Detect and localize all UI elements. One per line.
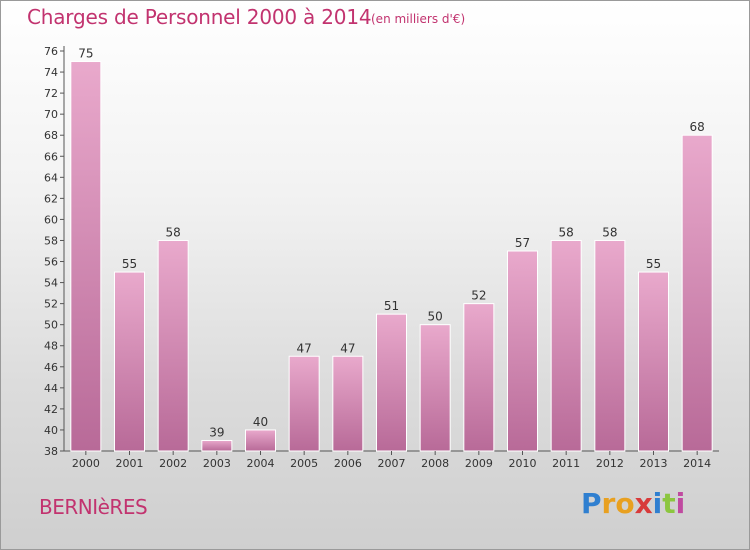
value-label: 57	[515, 236, 530, 250]
x-tick-label: 2005	[290, 457, 318, 470]
y-axis: 38 40 42 44 46 48 50 52 54 56 58 60 62 64 66 68 70 72 74 76	[44, 45, 719, 458]
bar	[157, 239, 189, 452]
x-tick-label: 2000	[72, 457, 100, 470]
y-tick-label: 76	[44, 45, 58, 58]
y-tick-label: 64	[44, 171, 58, 184]
bar	[681, 134, 713, 452]
value-label: 68	[690, 120, 705, 134]
y-tick-label: 38	[44, 445, 58, 458]
bar	[594, 239, 626, 452]
value-label: 55	[122, 257, 137, 271]
value-label: 52	[471, 289, 486, 303]
y-tick-label: 46	[44, 361, 58, 374]
y-tick-label: 60	[44, 213, 58, 226]
y-tick-label: 48	[44, 340, 58, 353]
x-tick-label: 2007	[378, 457, 406, 470]
x-tick-label: 2002	[159, 457, 187, 470]
x-axis: 2000 2001 2002 2003 2004 2005 2006 2007 2008 2009…	[72, 451, 711, 470]
bar	[288, 355, 320, 452]
value-labels: 75 55 58 39 40 47 47 51 50 52 57 58 58 55 68	[78, 47, 705, 440]
bar	[550, 239, 582, 452]
y-tick-label: 56	[44, 256, 58, 269]
commune-name: BERNIèRES	[39, 495, 148, 519]
logo-letter: t	[662, 487, 676, 520]
y-tick-label: 40	[44, 424, 58, 437]
bar	[245, 429, 276, 452]
logo-letter: r	[601, 487, 616, 520]
y-tick-label: 70	[44, 108, 58, 121]
y-tick-label: 44	[44, 382, 58, 395]
x-tick-label: 2008	[421, 457, 449, 470]
value-label: 75	[78, 47, 93, 61]
y-tick-label: 42	[44, 403, 58, 416]
value-label: 58	[559, 225, 574, 239]
x-tick-label: 2001	[116, 457, 144, 470]
logo-letter: i	[675, 487, 686, 520]
bar	[419, 324, 451, 452]
value-label: 40	[253, 415, 268, 429]
proxiti-logo: Proxiti	[581, 487, 685, 520]
y-tick-label: 68	[44, 129, 58, 142]
bar	[507, 250, 538, 452]
bar-chart: 38 40 42 44 46 48 50 52 54 56 58 60 62 64 66 68 70 72 74 76…	[44, 45, 719, 470]
bar	[201, 439, 233, 452]
y-tick-label: 50	[44, 319, 58, 332]
bar	[376, 313, 407, 452]
x-tick-label: 2014	[683, 457, 711, 470]
x-tick-label: 2012	[596, 457, 624, 470]
bars	[70, 61, 713, 452]
x-tick-label: 2006	[334, 457, 362, 470]
value-label: 58	[602, 225, 617, 239]
bar	[463, 303, 495, 452]
y-tick-label: 58	[44, 234, 58, 247]
y-tick-label: 74	[44, 66, 58, 79]
value-label: 47	[297, 341, 312, 355]
x-tick-label: 2003	[203, 457, 231, 470]
bar	[638, 271, 669, 452]
unit-note: (en milliers d'€)	[371, 12, 466, 26]
x-tick-label: 2009	[465, 457, 493, 470]
x-tick-label: 2010	[509, 457, 537, 470]
value-label: 55	[646, 257, 661, 271]
y-tick-label: 54	[44, 277, 58, 290]
y-tick-label: 62	[44, 192, 58, 205]
x-tick-label: 2004	[247, 457, 275, 470]
logo-letter: i	[652, 487, 663, 520]
bar	[114, 271, 145, 452]
logo-letter: P	[581, 487, 602, 520]
chart-title: Charges de Personnel 2000 à 2014	[27, 5, 372, 29]
value-label: 51	[384, 299, 399, 313]
y-tick-label: 52	[44, 298, 58, 311]
value-label: 39	[209, 425, 224, 439]
value-label: 50	[428, 310, 443, 324]
value-label: 47	[340, 341, 355, 355]
x-tick-label: 2011	[552, 457, 580, 470]
bar	[332, 355, 364, 452]
logo-letter: o	[615, 487, 635, 520]
value-label: 58	[166, 225, 181, 239]
bar	[70, 61, 102, 452]
logo-letter: x	[634, 487, 653, 520]
y-tick-label: 72	[44, 87, 58, 100]
x-tick-label: 2013	[640, 457, 668, 470]
y-tick-label: 66	[44, 150, 58, 163]
